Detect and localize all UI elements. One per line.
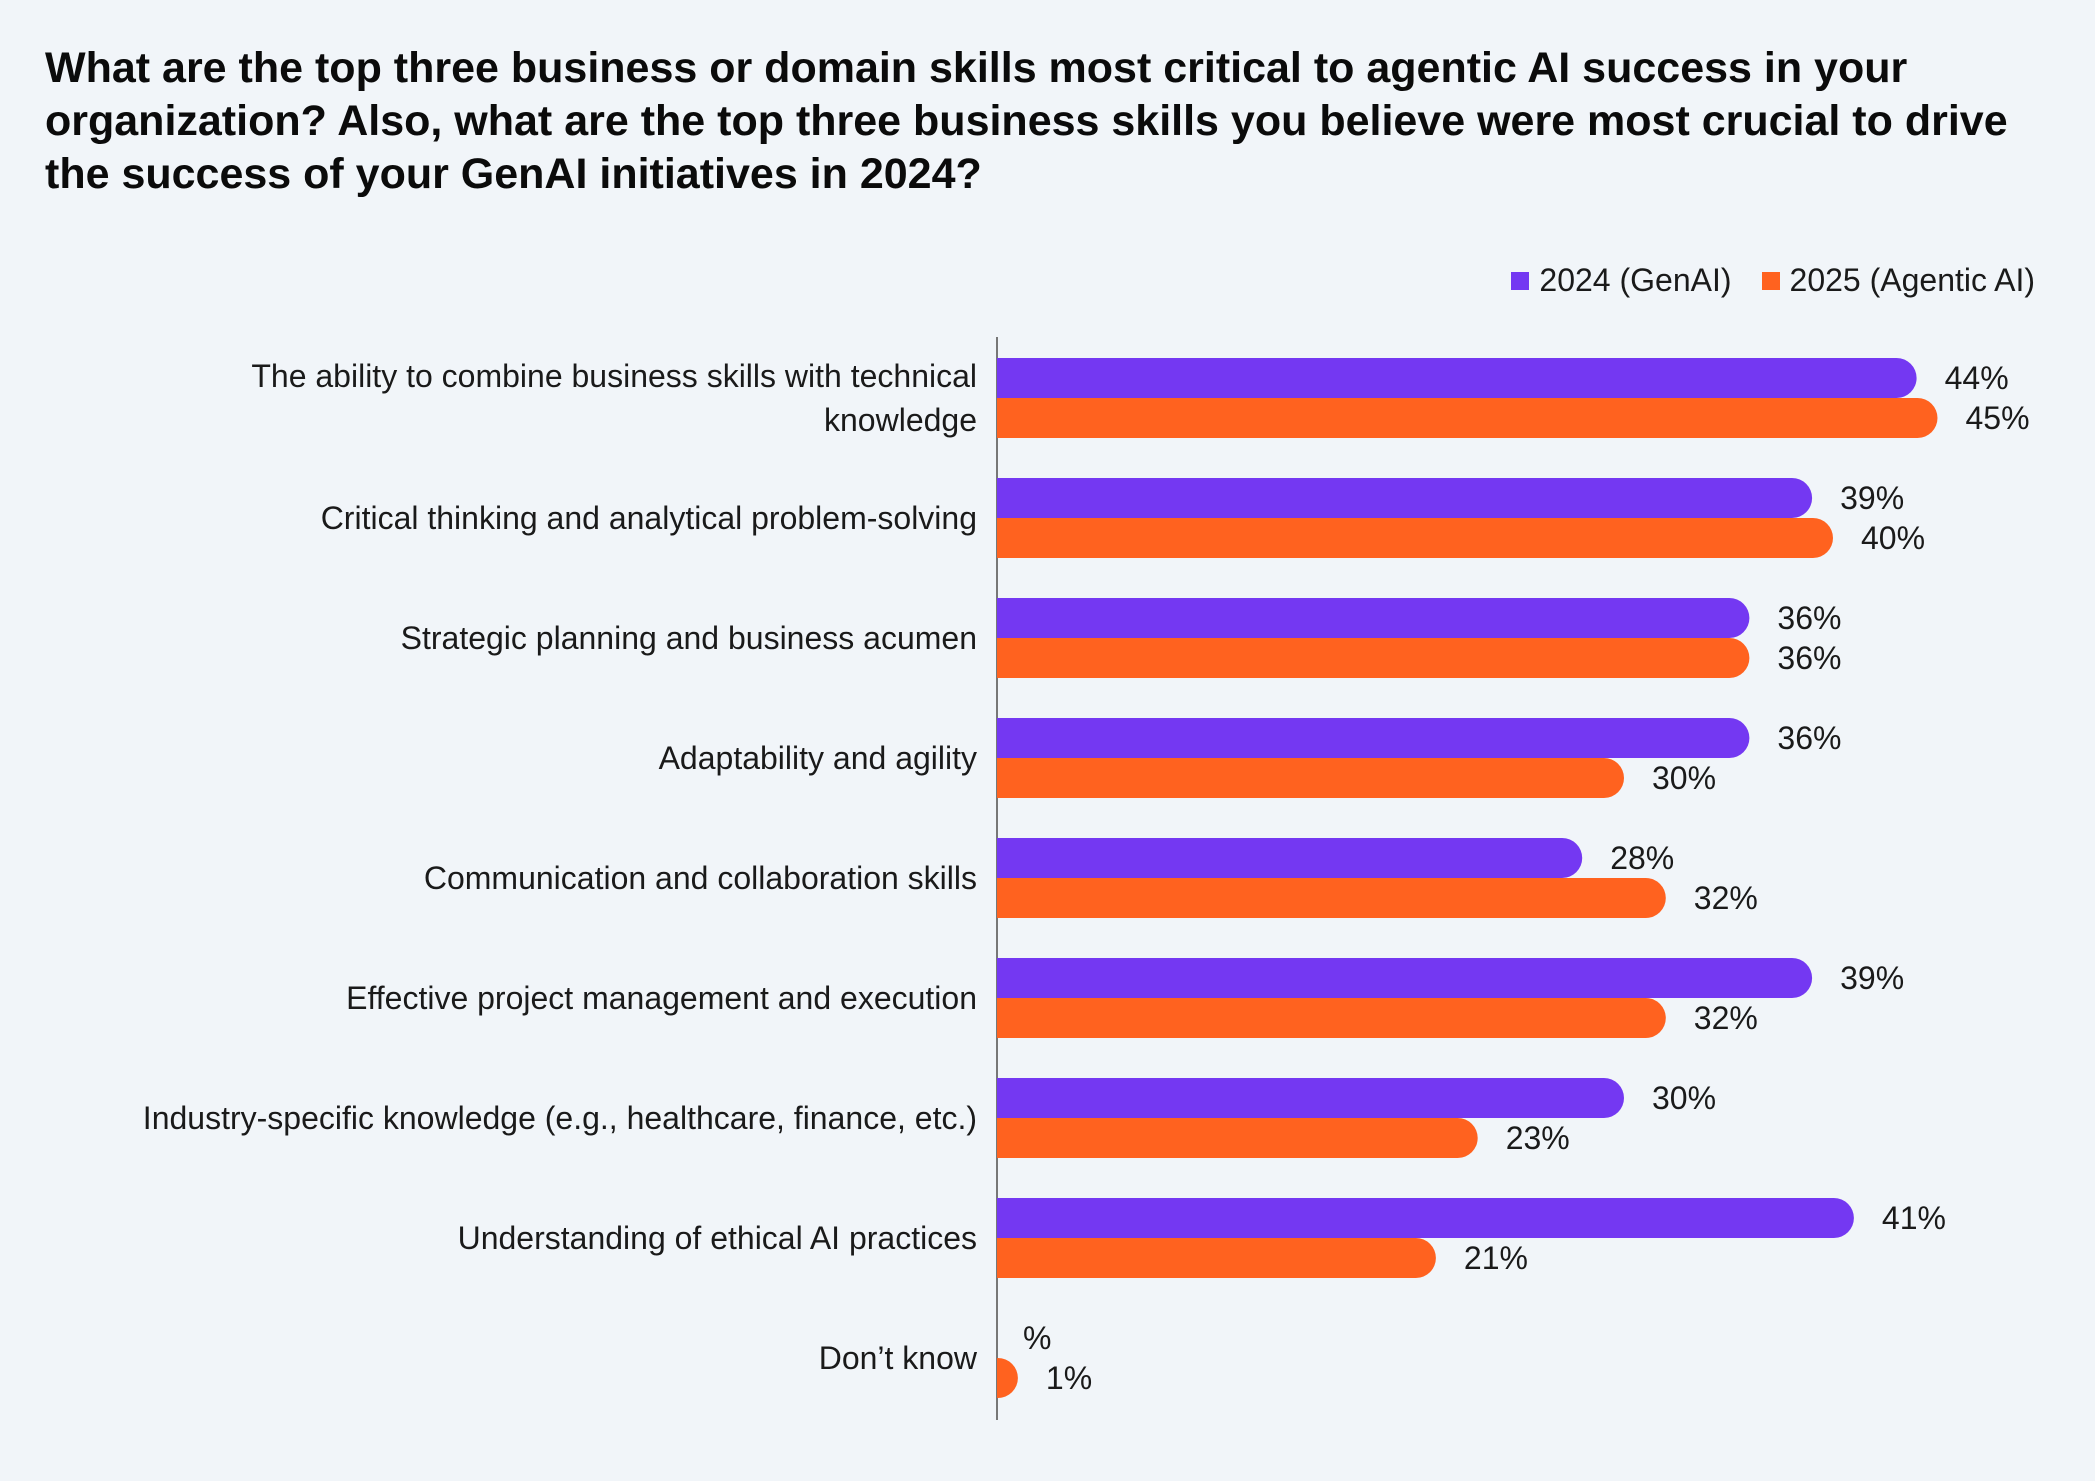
legend: 2024 (GenAI) 2025 (Agentic AI) xyxy=(1511,262,2035,299)
legend-item-2024: 2024 (GenAI) xyxy=(1511,262,1732,299)
category-label: Strategic planning and business acumen xyxy=(401,620,977,656)
bar-2024 xyxy=(997,838,1583,878)
category-label: knowledge xyxy=(824,402,977,438)
data-label-2025: 23% xyxy=(1506,1120,1570,1156)
category-label: Understanding of ethical AI practices xyxy=(458,1220,977,1256)
category-label: The ability to combine business skills w… xyxy=(251,358,977,394)
chart-title: What are the top three business or domai… xyxy=(45,44,2008,198)
data-label-2025: 32% xyxy=(1694,880,1758,916)
legend-label-2025: 2025 (Agentic AI) xyxy=(1789,262,2035,298)
bar-2025 xyxy=(997,398,1938,438)
bar-2025 xyxy=(997,1358,1018,1398)
category-label: Critical thinking and analytical problem… xyxy=(321,500,977,536)
data-label-2025: 21% xyxy=(1464,1240,1528,1276)
data-label-2024: 36% xyxy=(1777,720,1841,756)
legend-swatch-2024 xyxy=(1511,271,1530,290)
legend-swatch-2025 xyxy=(1761,271,1780,290)
data-label-2024: 39% xyxy=(1840,960,1904,996)
category-label: Industry-specific knowledge (e.g., healt… xyxy=(143,1100,977,1136)
category-label: Communication and collaboration skills xyxy=(424,860,977,896)
data-label-2025: 40% xyxy=(1861,520,1925,556)
category-label: Don’t know xyxy=(819,1340,978,1376)
bar-2024 xyxy=(997,478,1813,518)
data-label-2024: 36% xyxy=(1777,600,1841,636)
data-label-2025: 45% xyxy=(1966,400,2030,436)
data-label-2024: % xyxy=(1023,1320,1051,1356)
bar-2025 xyxy=(997,1118,1478,1158)
category-label: Effective project management and executi… xyxy=(346,980,977,1016)
data-label-2025: 36% xyxy=(1777,640,1841,676)
data-label-2025: 1% xyxy=(1046,1360,1092,1396)
bar-2025 xyxy=(997,878,1666,918)
data-label-2024: 28% xyxy=(1610,840,1674,876)
bar-2025 xyxy=(997,758,1624,798)
data-label-2025: 30% xyxy=(1652,760,1716,796)
bar-2024 xyxy=(997,1198,1854,1238)
data-label-2024: 41% xyxy=(1882,1200,1946,1236)
bar-2025 xyxy=(997,998,1666,1038)
bar-2024 xyxy=(997,718,1750,758)
bar-2025 xyxy=(997,518,1833,558)
legend-label-2024: 2024 (GenAI) xyxy=(1539,262,1732,298)
data-label-2024: 44% xyxy=(1945,360,2009,396)
bar-2024 xyxy=(997,1078,1624,1118)
data-label-2024: 39% xyxy=(1840,480,1904,516)
data-label-2024: 30% xyxy=(1652,1080,1716,1116)
category-label: Adaptability and agility xyxy=(659,740,977,776)
bar-2025 xyxy=(997,1238,1436,1278)
bar-2024 xyxy=(997,598,1750,638)
bar-2024 xyxy=(997,358,1917,398)
legend-item-2025: 2025 (Agentic AI) xyxy=(1761,262,2035,299)
bar-2025 xyxy=(997,638,1750,678)
data-label-2025: 32% xyxy=(1694,1000,1758,1036)
bar-2024 xyxy=(997,958,1813,998)
